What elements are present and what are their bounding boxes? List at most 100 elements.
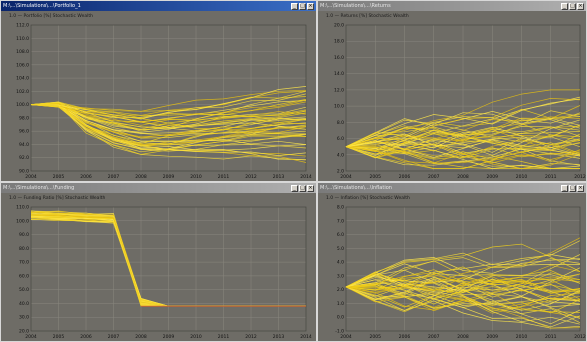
plot-caption: 1.0 — Funding Ratio [%] Stochastic Wealt… bbox=[9, 196, 106, 201]
plot-area: 1.0 — Inflation [%] Stochastic Wealth 8.… bbox=[318, 193, 586, 341]
window-titlebar[interactable]: M:\...\Simulations\...\Portfolio_1 _ □ × bbox=[1, 1, 316, 11]
series-line bbox=[30, 104, 307, 139]
y-tick-label: 18.0 bbox=[334, 39, 344, 45]
chart-top-right: 20.0 18.0 16.0 14.0 12.0 10.0 8.0 6.0 4.0 2.02004… bbox=[334, 23, 586, 181]
series-line bbox=[345, 126, 581, 148]
minimize-icon[interactable]: _ bbox=[291, 184, 298, 192]
x-tick-label: 2007 bbox=[108, 334, 120, 340]
x-tick-label: 2011 bbox=[218, 334, 230, 340]
series-line bbox=[30, 102, 307, 137]
y-tick-label: 6.0 bbox=[337, 232, 344, 238]
x-tick-label: 2006 bbox=[399, 334, 411, 340]
y-tick-label: 14.0 bbox=[334, 71, 344, 77]
y-tick-label: 30.0 bbox=[19, 315, 29, 321]
series-line bbox=[345, 274, 581, 300]
x-tick-label: 2004 bbox=[25, 334, 37, 340]
series-line bbox=[30, 99, 307, 122]
series-line bbox=[345, 110, 581, 148]
x-tick-label: 2005 bbox=[53, 174, 65, 180]
maximize-icon[interactable]: □ bbox=[299, 184, 306, 192]
y-tick-label: 110.0 bbox=[16, 36, 29, 42]
y-tick-label: 20.0 bbox=[19, 329, 29, 335]
x-tick-label: 2014 bbox=[300, 334, 312, 340]
window-top-right[interactable]: M:\...\Simulations\...\Returns _ □ × 1.0 —… bbox=[317, 0, 587, 182]
series-line bbox=[345, 286, 581, 313]
y-tick-label: 4.0 bbox=[337, 260, 344, 266]
x-tick-label: 2008 bbox=[457, 334, 469, 340]
x-tick-label: 2008 bbox=[135, 334, 147, 340]
x-tick-label: 2009 bbox=[487, 174, 499, 180]
y-tick-label: 4.0 bbox=[337, 152, 344, 158]
y-tick-label: 6.0 bbox=[337, 136, 344, 142]
series-line bbox=[345, 273, 581, 297]
window-bottom-right[interactable]: M:\...\Simulations\...\Inflation _ □ × 1.0… bbox=[317, 182, 587, 342]
series-line bbox=[345, 260, 581, 288]
series-line bbox=[345, 111, 581, 148]
series-line bbox=[30, 103, 307, 138]
series-line bbox=[345, 286, 581, 329]
series-line bbox=[345, 257, 581, 288]
series-line bbox=[30, 104, 307, 139]
series-line bbox=[30, 104, 307, 147]
x-tick-label: 2005 bbox=[370, 174, 382, 180]
y-tick-label: 40.0 bbox=[19, 301, 29, 307]
y-tick-label: 108.0 bbox=[16, 49, 29, 55]
y-tick-label: 98.0 bbox=[19, 115, 29, 121]
series-line bbox=[30, 99, 307, 119]
y-tick-label: 2.0 bbox=[337, 169, 344, 175]
y-tick-label: 90.0 bbox=[19, 232, 29, 238]
y-tick-label: 96.0 bbox=[19, 129, 29, 135]
close-icon[interactable]: × bbox=[307, 184, 314, 192]
series-line bbox=[345, 286, 581, 309]
window-title: M:\...\Simulations\...\Inflation bbox=[320, 185, 392, 191]
minimize-icon[interactable]: _ bbox=[561, 2, 568, 10]
y-tick-label: 20.0 bbox=[334, 23, 344, 29]
close-icon[interactable]: × bbox=[307, 2, 314, 10]
maximize-icon[interactable]: □ bbox=[569, 2, 576, 10]
window-titlebar[interactable]: M:\...\Simulations\...\Inflation _ □ × bbox=[318, 183, 586, 193]
x-tick-label: 2009 bbox=[163, 174, 175, 180]
window-titlebar[interactable]: M:\...\Simulations\...\Funding _ □ × bbox=[1, 183, 316, 193]
series-line bbox=[345, 142, 581, 169]
series-line bbox=[345, 279, 581, 328]
y-tick-label: 110.0 bbox=[16, 205, 29, 211]
series-line bbox=[345, 286, 581, 329]
series-line bbox=[345, 146, 580, 169]
plot-frame bbox=[345, 206, 581, 332]
y-tick-label: 80.0 bbox=[19, 246, 29, 252]
series-line bbox=[30, 104, 307, 152]
window-bottom-left[interactable]: M:\...\Simulations\...\Funding _ □ × 1.0 —… bbox=[0, 182, 317, 342]
close-icon[interactable]: × bbox=[577, 184, 584, 192]
window-top-left[interactable]: M:\...\Simulations\...\Portfolio_1 _ □ × 1… bbox=[0, 0, 317, 182]
series-line bbox=[345, 146, 581, 166]
series-line bbox=[345, 105, 581, 149]
plot-caption: 1.0 — Returns [%] Stochastic Wealth bbox=[326, 14, 409, 19]
y-tick-label: 8.0 bbox=[337, 205, 344, 211]
x-tick-label: 2009 bbox=[487, 334, 499, 340]
x-tick-label: 2004 bbox=[25, 174, 37, 180]
x-tick-label: 2004 bbox=[340, 174, 352, 180]
series-line bbox=[345, 139, 581, 158]
y-tick-label: 10.0 bbox=[334, 104, 344, 110]
plot-area: 1.0 — Portfolio [%] Stochastic Wealth 11… bbox=[1, 11, 316, 181]
minimize-icon[interactable]: _ bbox=[561, 184, 568, 192]
x-tick-label: 2006 bbox=[80, 334, 92, 340]
y-tick-label: 94.0 bbox=[19, 142, 29, 148]
close-icon[interactable]: × bbox=[577, 2, 584, 10]
maximize-icon[interactable]: □ bbox=[299, 2, 306, 10]
plot-caption: 1.0 — Portfolio [%] Stochastic Wealth bbox=[9, 14, 93, 19]
window-title: M:\...\Simulations\...\Returns bbox=[320, 3, 391, 9]
maximize-icon[interactable]: □ bbox=[569, 184, 576, 192]
plot-caption: 1.0 — Inflation [%] Stochastic Wealth bbox=[326, 196, 410, 201]
y-tick-label: 12.0 bbox=[334, 87, 344, 93]
series-line bbox=[345, 282, 581, 309]
y-tick-label: 102.0 bbox=[16, 89, 29, 95]
x-tick-label: 2007 bbox=[108, 174, 120, 180]
series-line bbox=[30, 96, 307, 112]
minimize-icon[interactable]: _ bbox=[291, 2, 298, 10]
window-titlebar[interactable]: M:\...\Simulations\...\Returns _ □ × bbox=[318, 1, 586, 11]
y-tick-label: 112.0 bbox=[16, 23, 29, 29]
window-title: M:\...\Simulations\...\Portfolio_1 bbox=[3, 3, 81, 9]
series-line bbox=[345, 96, 581, 155]
series-line bbox=[345, 137, 581, 153]
